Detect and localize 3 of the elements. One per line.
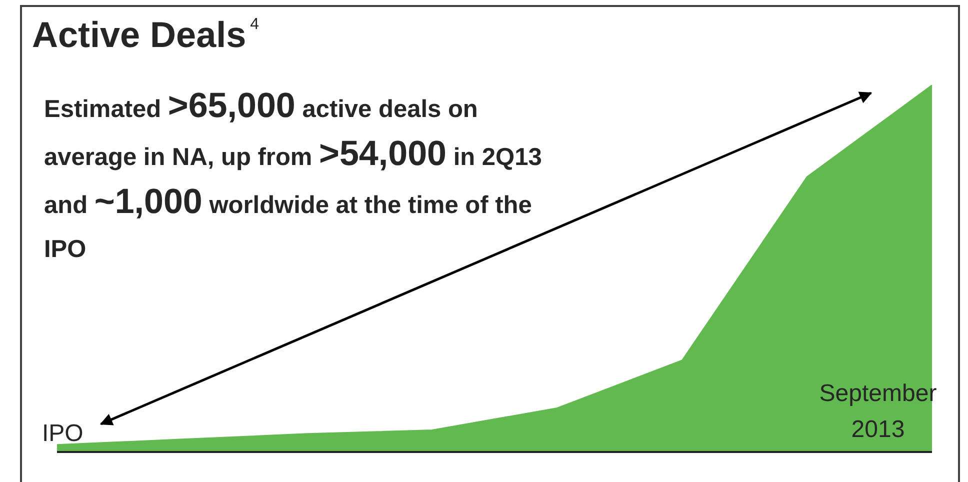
text: Estimated >65,000 active deals on average in NA, up from >54,000 in 2Q13 and ~1,000 worldwide at the time of the IPO (44, 86, 542, 263)
chart-title: Active Deals$^{4}$ (32, 14, 260, 56)
annotation: IPO (42, 419, 84, 449)
